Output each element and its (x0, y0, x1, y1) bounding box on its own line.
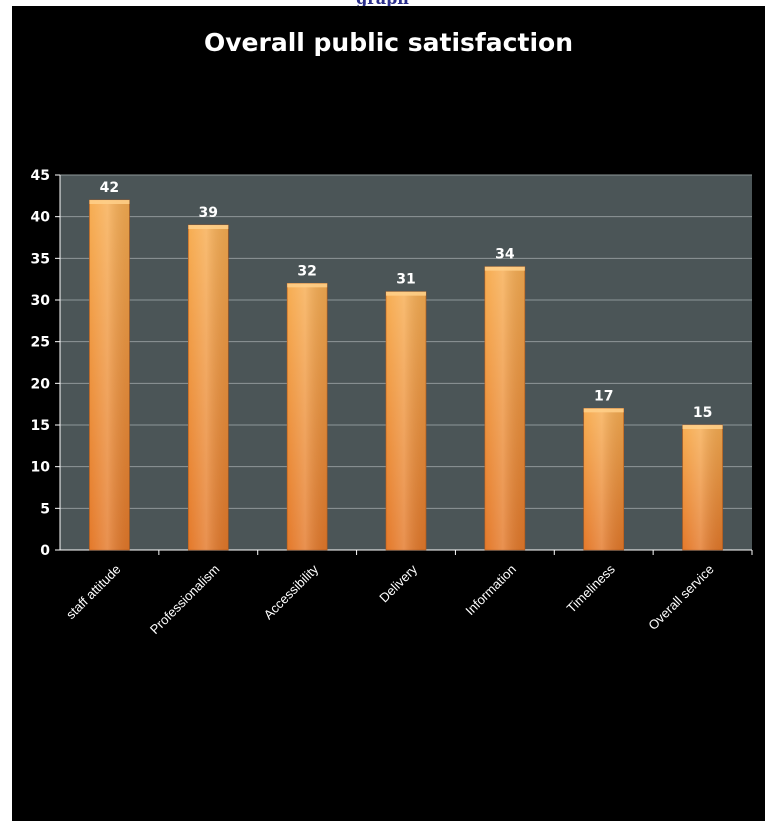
bar-cap (89, 200, 130, 204)
data-label: 17 (594, 388, 613, 404)
data-label: 34 (495, 247, 515, 263)
x-tick-label: Information (462, 562, 519, 619)
y-tick-label: 20 (31, 376, 51, 392)
bar-cap (188, 225, 229, 229)
bar-cap (287, 283, 328, 288)
bar-7 (682, 424, 723, 551)
bar-chart: 0 5 10 15 20 25 30 35 40 45 42 staff attitude 39 Prof… (31, 168, 753, 637)
x-tick-label: Accessibility (261, 561, 322, 622)
data-label: 39 (199, 205, 218, 221)
y-tick-label: 45 (31, 168, 50, 184)
y-tick-label: 25 (31, 335, 50, 351)
y-tick-label: 15 (31, 418, 50, 434)
data-label: 32 (297, 263, 316, 279)
y-tick-label: 0 (40, 543, 50, 559)
chart-frame: Overall public satisfaction 0 5 10 15 20 25 30… (12, 6, 765, 821)
bar-cap (386, 291, 426, 296)
bar-cap (484, 266, 525, 271)
bar-4 (385, 291, 427, 551)
chart-title: Overall public satisfaction (203, 28, 573, 57)
figure-caption: graph (0, 0, 765, 7)
bar-shine (386, 291, 426, 550)
y-tick-label: 40 (31, 210, 51, 226)
bar-shine (89, 200, 130, 550)
data-label: 15 (693, 405, 712, 421)
data-label: 42 (100, 180, 119, 196)
bar-3 (286, 283, 328, 551)
bar-2 (187, 224, 229, 551)
y-tick-label: 10 (31, 460, 51, 476)
x-tick-label: Professionalism (147, 562, 222, 637)
bar-shine (682, 425, 723, 550)
bar-cap (682, 425, 723, 429)
bar-shine (188, 225, 229, 550)
y-tick-label: 30 (31, 293, 51, 309)
bar-shine (583, 408, 624, 550)
x-tick-label: Timeliness (564, 561, 619, 616)
bar-shine (287, 283, 328, 550)
data-label: 31 (396, 272, 415, 288)
y-tick-label: 35 (31, 251, 50, 267)
bars (89, 199, 723, 551)
bar-cap (583, 408, 624, 413)
y-tick-label: 5 (40, 501, 50, 517)
bar-1 (89, 199, 130, 551)
bar-6 (583, 408, 625, 551)
x-tick-label: Overall service (645, 562, 716, 633)
x-tick-label: staff attitude (63, 562, 124, 623)
bar-5 (484, 266, 526, 551)
bar-shine (484, 266, 525, 550)
x-tick-label: Delivery (376, 561, 420, 605)
